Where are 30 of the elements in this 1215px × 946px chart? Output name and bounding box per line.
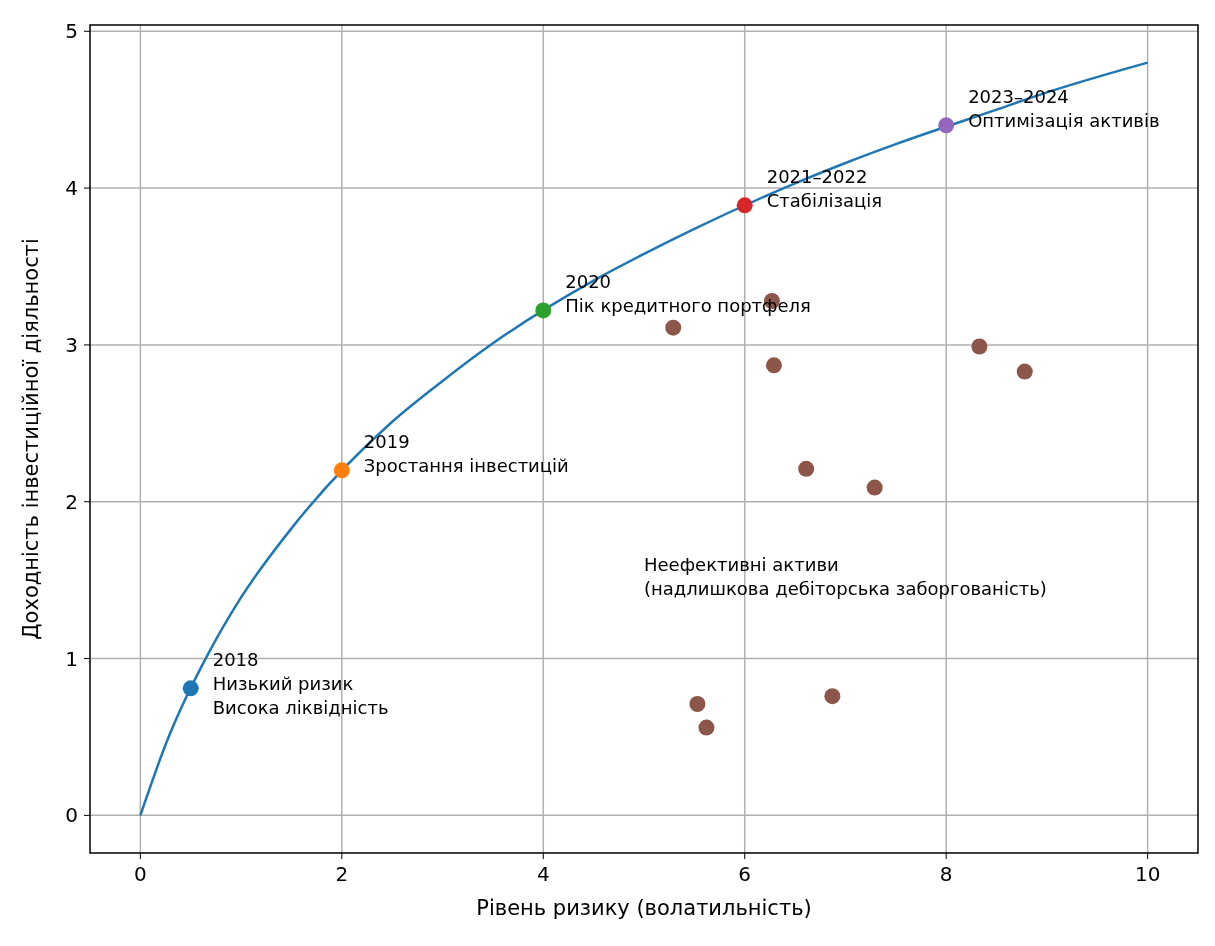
y-tick-label: 4 (65, 176, 78, 201)
y-tick-label: 0 (65, 803, 78, 828)
x-tick-label: 4 (536, 862, 550, 886)
x-tick-label: 0 (134, 862, 147, 886)
x-axis-title: Рівень ризику (волатильність) (476, 896, 812, 920)
point (765, 357, 782, 374)
y-tick-label: 3 (65, 332, 78, 357)
x-tick-label: 6 (738, 862, 752, 886)
y-tick-label: 2 (65, 489, 78, 514)
x-tick-label: 10 (1134, 862, 1161, 886)
point (665, 319, 682, 336)
annotation: 2018 Низький ризик Висока ліквідність (212, 649, 389, 719)
x-tick-label: 8 (939, 862, 953, 886)
point (866, 479, 883, 496)
point (535, 302, 552, 319)
point (798, 460, 815, 477)
y-axis-title: Доходність інвестиційної діяльності (19, 238, 43, 640)
y-tick-label: 1 (65, 646, 78, 671)
y-tick-label: 5 (65, 19, 78, 44)
point (689, 696, 706, 713)
point (182, 680, 199, 697)
point (824, 688, 841, 705)
x-tick-label: 2 (335, 862, 349, 886)
annotation: Неефективні активи (надлишкова дебіторська заборгованість) (644, 554, 1047, 600)
point (698, 719, 715, 736)
point (971, 338, 988, 355)
point (938, 117, 955, 134)
point (1016, 363, 1033, 380)
point (736, 197, 753, 214)
point (333, 462, 350, 479)
